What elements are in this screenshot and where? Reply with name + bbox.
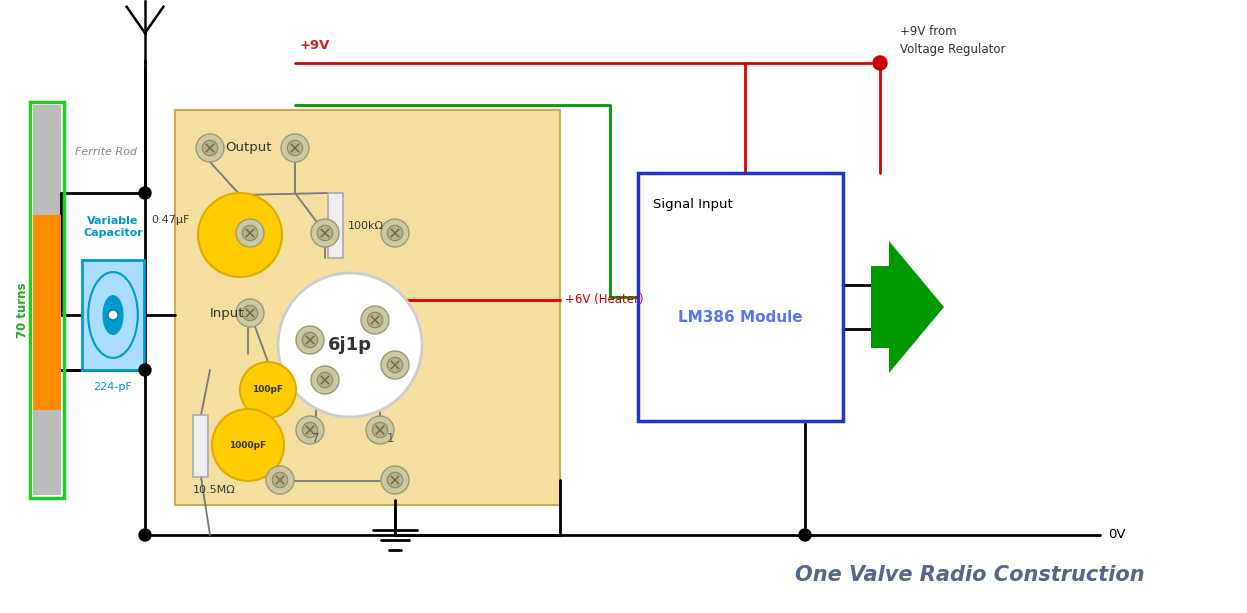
Text: 224-pF: 224-pF — [94, 382, 132, 392]
Circle shape — [138, 364, 151, 376]
Circle shape — [239, 362, 296, 418]
Circle shape — [382, 466, 409, 494]
Circle shape — [388, 226, 403, 241]
Circle shape — [272, 472, 288, 488]
Bar — [82, 260, 143, 370]
Circle shape — [296, 416, 324, 444]
Text: Input: Input — [209, 306, 244, 319]
Text: Ferrite Rod: Ferrite Rod — [75, 147, 137, 157]
Text: Output: Output — [224, 142, 272, 154]
Text: LM386 Module: LM386 Module — [677, 310, 802, 324]
Text: 100pF: 100pF — [252, 386, 283, 395]
Circle shape — [311, 366, 339, 394]
Ellipse shape — [104, 295, 123, 334]
Text: Variable
Capacitor: Variable Capacitor — [84, 216, 143, 238]
Circle shape — [296, 326, 324, 354]
Text: 100kΩ: 100kΩ — [348, 221, 384, 231]
Bar — [870, 266, 889, 348]
Bar — [32, 215, 61, 410]
Circle shape — [138, 187, 151, 199]
Text: 0.47µF: 0.47µF — [152, 215, 190, 225]
Text: 1000pF: 1000pF — [229, 441, 267, 449]
Circle shape — [196, 134, 224, 162]
Text: 70 turns: 70 turns — [15, 282, 29, 338]
Circle shape — [108, 310, 118, 320]
Bar — [175, 110, 560, 505]
Text: +9V from
Voltage Regulator: +9V from Voltage Regulator — [900, 25, 1005, 56]
Circle shape — [236, 219, 264, 247]
Text: +6V (Heater): +6V (Heater) — [565, 294, 643, 306]
Circle shape — [367, 416, 394, 444]
Circle shape — [281, 134, 309, 162]
Text: 0V: 0V — [1109, 528, 1126, 541]
Circle shape — [317, 372, 333, 387]
Circle shape — [799, 529, 811, 541]
Bar — [32, 105, 61, 495]
Text: 6j1p: 6j1p — [328, 336, 372, 354]
Circle shape — [388, 357, 403, 373]
Text: +9V: +9V — [301, 39, 330, 52]
Circle shape — [202, 140, 218, 156]
Circle shape — [373, 422, 388, 438]
Circle shape — [382, 219, 409, 247]
Text: One Valve Radio Construction: One Valve Radio Construction — [796, 565, 1145, 585]
Circle shape — [302, 422, 318, 438]
Text: Signal Input: Signal Input — [653, 198, 733, 211]
Circle shape — [302, 332, 318, 348]
Circle shape — [198, 193, 282, 277]
Circle shape — [360, 306, 389, 334]
Bar — [328, 193, 343, 258]
Circle shape — [236, 299, 264, 327]
Circle shape — [382, 351, 409, 379]
Circle shape — [212, 409, 284, 481]
Bar — [193, 415, 208, 477]
Circle shape — [873, 56, 887, 70]
Circle shape — [266, 466, 294, 494]
Circle shape — [242, 226, 258, 241]
Circle shape — [317, 226, 333, 241]
Circle shape — [388, 472, 403, 488]
Circle shape — [368, 312, 383, 328]
Circle shape — [278, 273, 421, 417]
Text: 7: 7 — [312, 432, 319, 445]
Circle shape — [138, 529, 151, 541]
Bar — [30, 102, 64, 498]
Bar — [638, 173, 843, 421]
Circle shape — [242, 305, 258, 321]
Circle shape — [311, 219, 339, 247]
Polygon shape — [889, 241, 944, 373]
Text: 1: 1 — [387, 432, 394, 445]
Text: 10.5MΩ: 10.5MΩ — [193, 485, 236, 495]
Circle shape — [287, 140, 303, 156]
